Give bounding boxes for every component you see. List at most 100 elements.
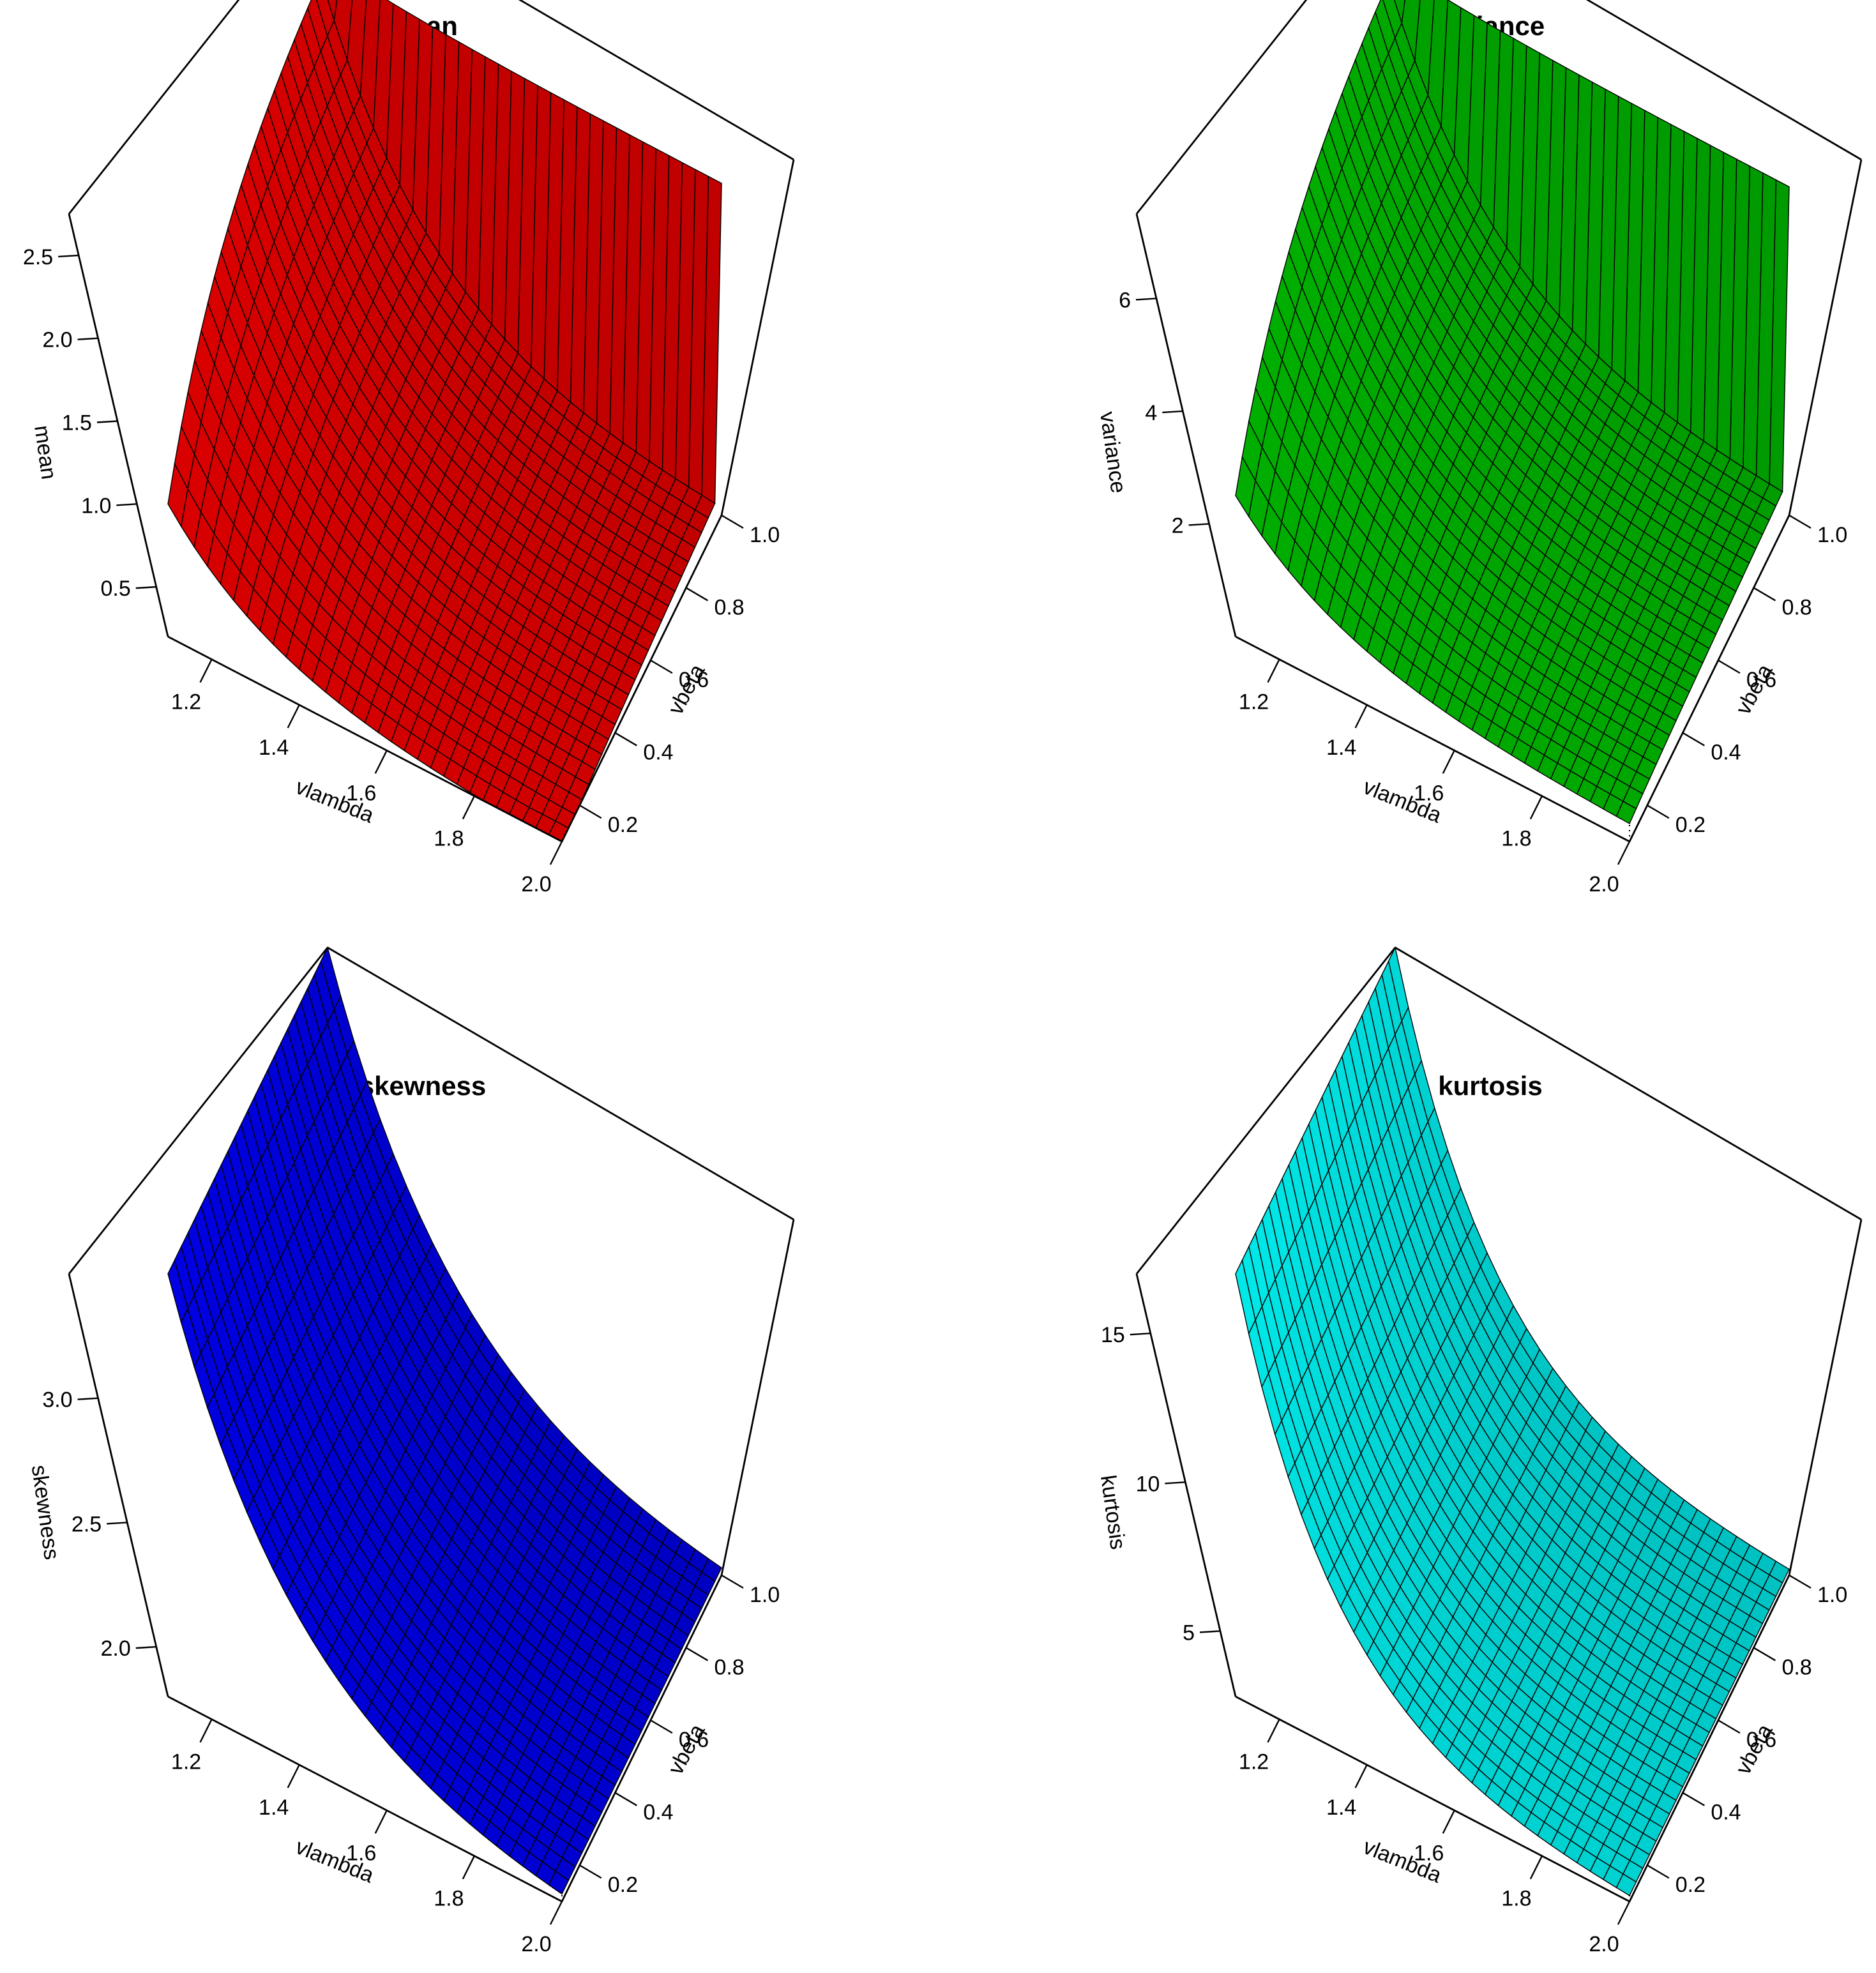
surface-facet	[167, 1259, 188, 1324]
y-tick	[1647, 1864, 1670, 1879]
y-tick-label: 0.2	[608, 813, 638, 837]
x-tick-label: 2.0	[1589, 872, 1619, 896]
z-tick	[96, 420, 118, 423]
z-tick-label: 4	[1145, 401, 1157, 425]
x-tick-label: 1.8	[1501, 827, 1531, 851]
y-tick	[721, 514, 744, 529]
panel-title: skewness	[359, 1071, 486, 1101]
x-tick	[1267, 1719, 1280, 1743]
y-tick-label: 0.4	[1711, 741, 1741, 765]
x-tick	[1267, 659, 1280, 683]
y-tick-label: 1.0	[750, 523, 780, 547]
box-edge	[1788, 1219, 1863, 1576]
x-tick-label: 1.6	[1414, 1841, 1444, 1865]
x-tick	[287, 704, 300, 729]
box-edge	[167, 1695, 563, 1903]
x-tick	[462, 796, 475, 820]
box-edge	[561, 1575, 723, 1902]
z-tick-label: 6	[1119, 288, 1131, 312]
z-tick-label: 2.0	[42, 328, 72, 352]
z-tick-label: 1.0	[81, 494, 111, 518]
y-tick-label: 0.6	[679, 1728, 709, 1752]
y-tick	[614, 732, 637, 746]
y-tick	[1753, 587, 1776, 601]
y-tick-label: 0.8	[714, 1656, 744, 1680]
x-tick	[1442, 750, 1455, 774]
y-tick-label: 0.8	[1781, 1656, 1812, 1680]
x-tick-label: 1.2	[1239, 1750, 1269, 1774]
y-tick-label: 0.6	[679, 668, 709, 692]
y-tick-label: 0.4	[643, 741, 673, 765]
x-tick	[1529, 796, 1543, 820]
panel-kurtosis: kurtosis 1.2 1.4 1.6 1.8 2.0 0.2 0.4 0.6 0.8 1.0 5…	[1096, 946, 1863, 1956]
x-tick-label: 1.6	[346, 781, 376, 805]
x-tick	[1529, 1856, 1543, 1880]
z-tick-label: 10	[1136, 1472, 1160, 1496]
box-edge	[720, 159, 795, 516]
box-front-edges	[68, 0, 795, 843]
x-tick-label: 1.2	[171, 1750, 201, 1774]
y-tick-label: 0.2	[1676, 813, 1706, 837]
x-tick-label: 1.6	[346, 1841, 376, 1865]
box-front-edges	[68, 946, 795, 1903]
y-tick	[685, 587, 709, 601]
box-edge	[1628, 1575, 1790, 1902]
z-axis-label: mean	[29, 424, 61, 481]
x-tick	[1617, 1901, 1631, 1925]
surface-mesh	[167, 0, 722, 842]
y-tick	[1718, 1720, 1741, 1734]
z-tick	[135, 586, 156, 589]
z-axis-label: kurtosis	[1096, 1474, 1130, 1551]
box-edge	[1135, 213, 1237, 637]
x-tick	[374, 1810, 388, 1834]
x-tick	[549, 841, 563, 865]
surface-mesh	[1235, 0, 1790, 824]
box-edge	[561, 515, 723, 842]
box-edge	[1628, 515, 1790, 842]
box-edge	[327, 946, 794, 1221]
y-tick	[721, 1574, 744, 1589]
panel-title: kurtosis	[1438, 1071, 1542, 1101]
z-tick-label: 2	[1172, 513, 1184, 538]
x-tick-label: 1.4	[1326, 736, 1356, 760]
y-tick-label: 1.0	[1817, 523, 1847, 547]
y-tick	[1647, 805, 1670, 819]
z-tick-label: 2.5	[72, 1512, 102, 1536]
x-tick-label: 2.0	[521, 1932, 551, 1956]
z-tick	[135, 1645, 156, 1649]
box-edge	[1235, 1695, 1630, 1903]
y-tick	[1718, 660, 1741, 674]
x-tick	[1442, 1810, 1455, 1834]
y-tick	[614, 1792, 637, 1806]
box-edge	[1585, 0, 1862, 161]
z-tick	[1162, 410, 1183, 414]
box-edge	[1135, 947, 1396, 1274]
x-tick	[549, 1901, 563, 1925]
axis-ticks: 1.2 1.4 1.6 1.8 2.0 0.2 0.4 0.6 0.8 1.0 0.5 1.0 1.5 2…	[23, 245, 780, 896]
z-tick-label: 3.0	[42, 1388, 72, 1412]
z-tick-label: 2.0	[100, 1637, 130, 1661]
z-tick	[107, 1522, 128, 1525]
x-tick	[287, 1764, 300, 1788]
y-tick	[1682, 732, 1705, 746]
z-axis-label: variance	[1095, 410, 1131, 495]
panel-variance: variance 1.2 1.4 1.6 1.8 2.0 0.2 0.4 0.6 0.8 1.0 2…	[1095, 0, 1863, 896]
z-tick	[1188, 523, 1209, 526]
z-tick-label: 5	[1183, 1621, 1195, 1645]
x-tick-label: 2.0	[521, 872, 551, 896]
box-front-edges	[1135, 946, 1863, 1903]
y-tick-label: 0.4	[643, 1801, 673, 1825]
z-tick	[58, 254, 79, 258]
box-edge	[1135, 1273, 1237, 1697]
y-tick-label: 0.4	[1711, 1801, 1741, 1825]
x-tick	[374, 750, 388, 774]
x-tick	[1617, 841, 1631, 865]
axis-ticks: 1.2 1.4 1.6 1.8 2.0 0.2 0.4 0.6 0.8 1.0 2 4 6	[1119, 288, 1847, 896]
y-tick	[650, 1720, 673, 1734]
z-tick-label: 1.5	[62, 411, 92, 435]
z-tick	[77, 1397, 98, 1400]
box-front-edges	[1135, 0, 1863, 843]
y-tick	[579, 1864, 602, 1879]
y-tick-label: 1.0	[750, 1583, 780, 1607]
